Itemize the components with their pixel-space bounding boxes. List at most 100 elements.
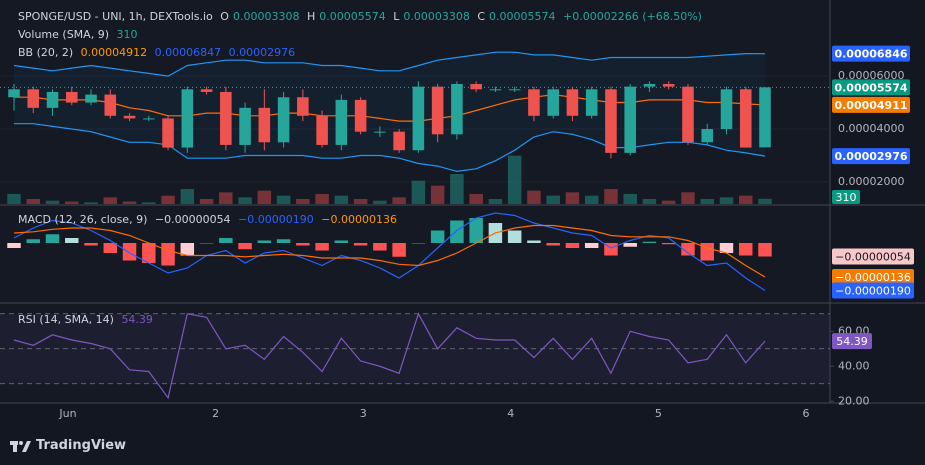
x-tick-label: 2 bbox=[212, 407, 219, 420]
y-tick-label: 20.00 bbox=[838, 394, 870, 407]
candle-body bbox=[143, 118, 155, 120]
volume-bar bbox=[45, 200, 60, 204]
bb-basis bbox=[14, 93, 766, 122]
volume-tag bbox=[832, 190, 860, 204]
y-tick-label: 40.00 bbox=[838, 359, 870, 372]
volume-bar bbox=[392, 197, 406, 204]
macd-histogram-bar bbox=[257, 240, 272, 243]
volume-bar bbox=[219, 192, 233, 204]
price-tag bbox=[832, 79, 910, 96]
macd-histogram-bar bbox=[623, 243, 637, 247]
volume-bar bbox=[623, 194, 637, 204]
candle-body bbox=[27, 89, 40, 108]
macd-tag bbox=[832, 248, 914, 265]
macd-line bbox=[13, 212, 766, 292]
rsi-line bbox=[13, 312, 766, 400]
volume-bar bbox=[488, 199, 503, 204]
ohlc-value: 0.00005574 bbox=[489, 10, 556, 23]
ohlc-value: 0.00005574 bbox=[319, 10, 386, 23]
macd-histogram-bar bbox=[45, 234, 60, 243]
macd-histogram-bar bbox=[681, 243, 695, 256]
macd-histogram-bar bbox=[430, 230, 445, 243]
candle-body bbox=[508, 89, 521, 91]
macd-histogram-bar bbox=[315, 243, 329, 251]
price-legend: SPONGE/USD - UNI, 1h, DEXTools.io O 0.000… bbox=[18, 10, 706, 24]
candle-body bbox=[393, 131, 405, 151]
volume-bar bbox=[334, 195, 349, 204]
indicator-value: −0.00000054 bbox=[154, 213, 231, 226]
candle-body bbox=[662, 84, 675, 87]
macd-tag-label: −0.00000054 bbox=[835, 251, 911, 264]
macd-histogram-bar bbox=[26, 239, 40, 243]
candle-body bbox=[258, 107, 271, 143]
indicator-title: BB (20, 2) bbox=[18, 46, 74, 59]
y-tick-label: 0.00002000 bbox=[838, 175, 904, 188]
macd-histogram-bar bbox=[199, 243, 214, 244]
candle-body bbox=[643, 84, 656, 87]
candle-body bbox=[605, 89, 617, 153]
macd-histogram-bar bbox=[719, 243, 734, 253]
volume-bar bbox=[661, 200, 676, 204]
candle-body bbox=[720, 89, 733, 130]
volume-bar bbox=[681, 192, 695, 204]
ohlc-value: 0.00003308 bbox=[232, 10, 300, 23]
candle-body bbox=[220, 91, 232, 145]
macd-histogram-bar bbox=[353, 243, 368, 246]
change: +0.00002266 (+68.50%) bbox=[563, 10, 702, 23]
macd-histogram-bar bbox=[180, 243, 195, 256]
ohlc-key: L bbox=[393, 10, 400, 23]
indicator-value: 0.00004912 bbox=[80, 46, 148, 59]
macd-histogram-bar bbox=[296, 243, 310, 246]
volume-bar bbox=[65, 201, 79, 204]
price-tag-label: 0.00005574 bbox=[834, 81, 907, 94]
candle-body bbox=[682, 86, 694, 143]
price-tag bbox=[832, 96, 910, 113]
ohlc-key: O bbox=[220, 10, 229, 23]
ohlc-key: C bbox=[477, 10, 486, 23]
macd-legend: MACD (12, 26, close, 9) −0.00000054 −0.0… bbox=[18, 213, 401, 227]
macd-histogram-bar bbox=[739, 243, 753, 256]
macd-histogram-bar bbox=[565, 243, 580, 248]
volume-bar bbox=[719, 197, 734, 204]
candle-body bbox=[528, 89, 540, 116]
candle-body bbox=[85, 94, 97, 103]
volume-legend: Volume (SMA, 9) 310 bbox=[18, 28, 141, 42]
band-fill bbox=[14, 52, 765, 172]
indicator-value: −0.00000136 bbox=[321, 213, 397, 226]
volume-bar bbox=[411, 180, 426, 204]
y-tick-label: 0.00004000 bbox=[838, 122, 904, 135]
indicator-title: MACD (12, 26, close, 9) bbox=[18, 213, 148, 226]
macd-histogram-bar bbox=[334, 240, 349, 243]
ohlc-value: 0.00003308 bbox=[403, 10, 470, 23]
candle-body bbox=[489, 89, 502, 91]
candle-body bbox=[335, 99, 348, 145]
candle-body bbox=[104, 94, 117, 116]
macd-histogram-bar bbox=[219, 238, 233, 243]
x-tick-label: 4 bbox=[507, 407, 514, 420]
volume-bar bbox=[527, 190, 541, 204]
candle-body bbox=[739, 89, 752, 148]
candle-body bbox=[585, 89, 598, 116]
volume-bar bbox=[315, 194, 329, 204]
volume-bar bbox=[584, 195, 599, 204]
candle-body bbox=[624, 86, 636, 153]
volume-bar bbox=[276, 195, 291, 204]
macd-histogram-bar bbox=[103, 243, 118, 253]
candle-body bbox=[200, 89, 213, 92]
candle-body bbox=[354, 99, 367, 132]
indicator-value: −0.00000190 bbox=[238, 213, 314, 226]
macd-histogram-bar bbox=[546, 243, 560, 246]
x-tick-label: 6 bbox=[803, 407, 810, 420]
macd-histogram-bar bbox=[84, 243, 98, 246]
candle-body bbox=[701, 129, 714, 143]
brand: TradingView bbox=[10, 438, 126, 453]
candle-body bbox=[412, 86, 425, 151]
price-tag-label: 0.00006846 bbox=[834, 48, 907, 61]
volume-bar bbox=[103, 197, 118, 204]
volume-bar bbox=[296, 199, 310, 204]
volume-bar bbox=[180, 189, 195, 204]
rsi-tag bbox=[832, 333, 872, 350]
y-tick-label: 0.00006000 bbox=[838, 69, 904, 82]
